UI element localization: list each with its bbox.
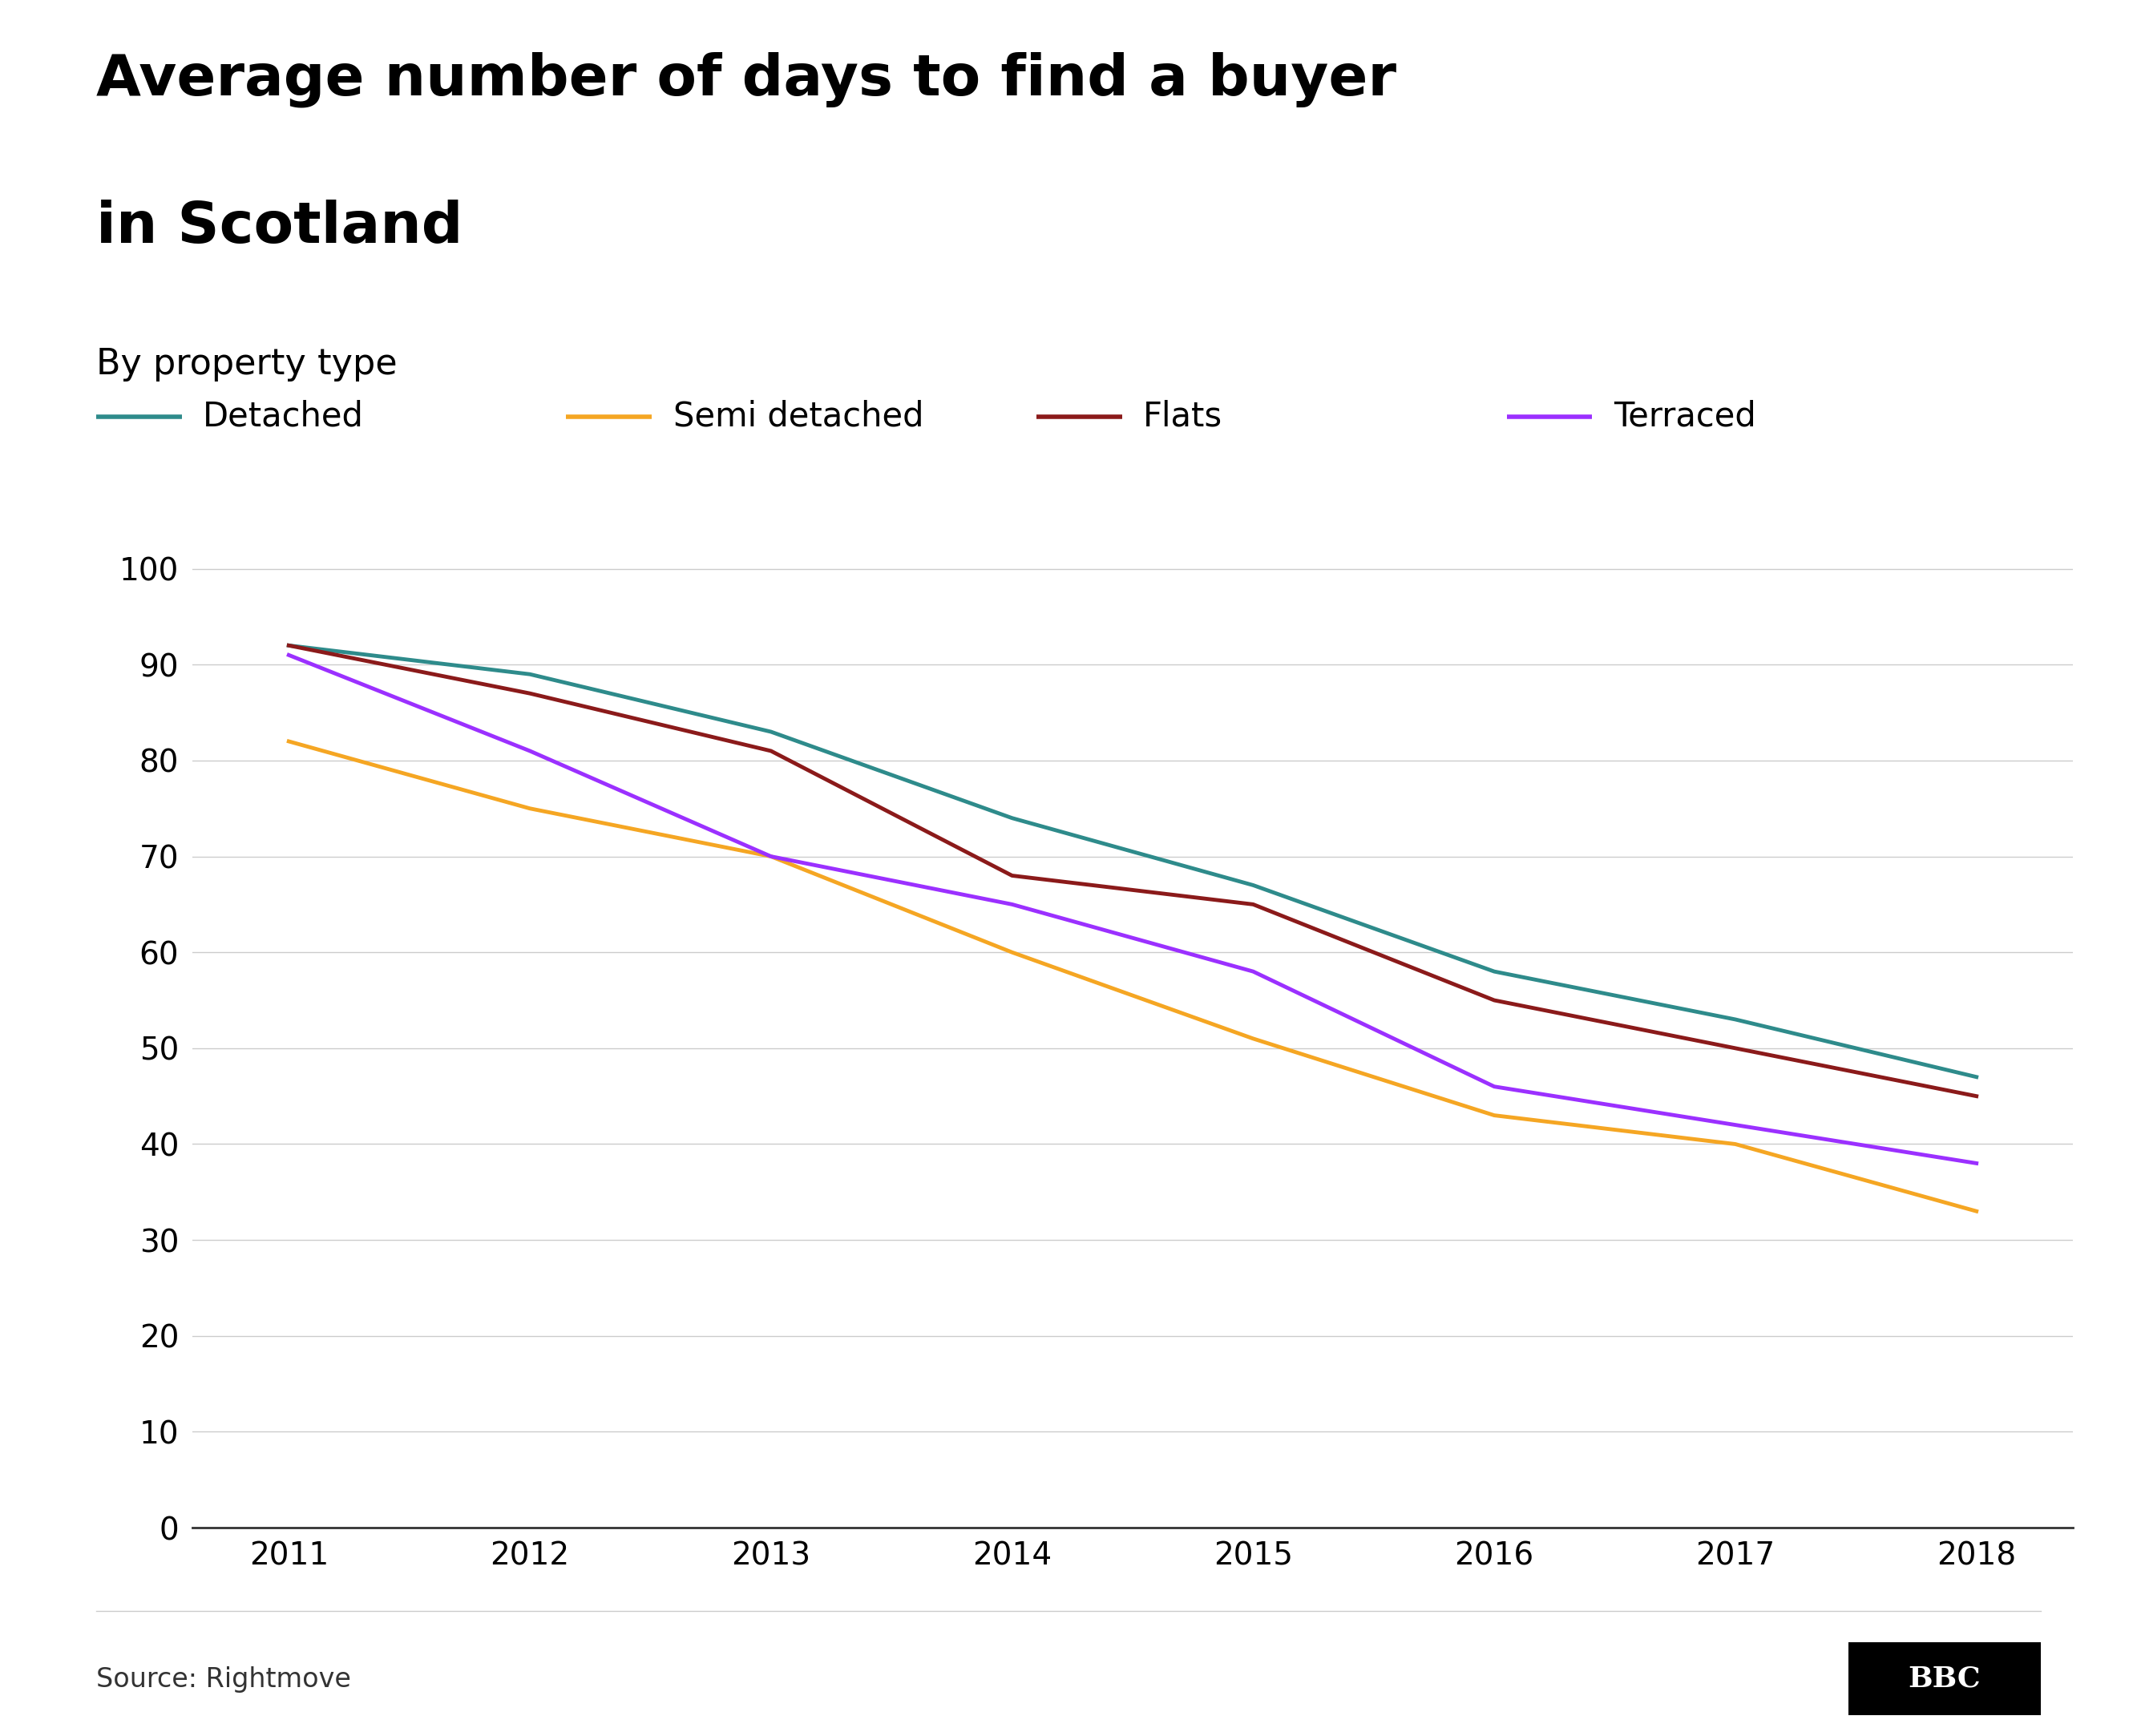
Text: Average number of days to find a buyer: Average number of days to find a buyer <box>96 52 1395 108</box>
Text: Source: Rightmove: Source: Rightmove <box>96 1667 350 1693</box>
Text: Flats: Flats <box>1143 399 1222 434</box>
Text: BBC: BBC <box>1908 1665 1981 1693</box>
Text: Terraced: Terraced <box>1613 399 1757 434</box>
Text: in Scotland: in Scotland <box>96 200 464 255</box>
Text: Detached: Detached <box>203 399 363 434</box>
Text: Semi detached: Semi detached <box>673 399 923 434</box>
Text: By property type: By property type <box>96 347 397 382</box>
